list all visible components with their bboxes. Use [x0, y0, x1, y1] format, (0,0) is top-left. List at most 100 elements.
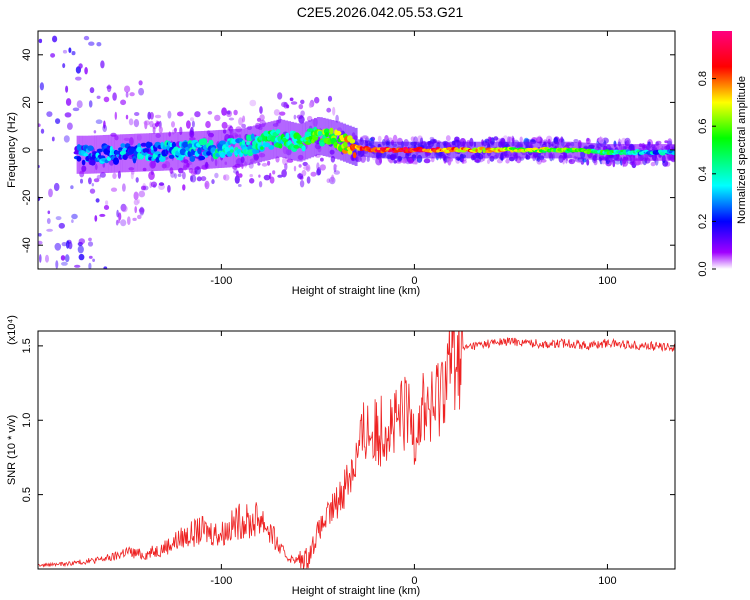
- spectrogram-speckle: [139, 206, 145, 216]
- spectrogram-ridge-cell: [142, 148, 150, 154]
- spectrogram-band: [264, 122, 268, 161]
- spectrogram-speckle: [149, 112, 154, 120]
- spectrogram-speckle: [112, 172, 117, 179]
- spectrogram-speckle: [316, 168, 321, 176]
- spectrogram-speckle: [289, 97, 294, 102]
- spectrogram-speckle: [96, 42, 102, 47]
- spectrogram-speckle: [137, 214, 142, 220]
- spectrogram-speckle: [259, 106, 263, 114]
- spectrogram-speckle: [326, 107, 332, 113]
- spectrogram-ridge-cell: [182, 141, 189, 149]
- spectrogram-speckle: [124, 85, 131, 93]
- spectrogram-speckle: [76, 100, 83, 109]
- spectrogram-speckle: [77, 245, 84, 254]
- spectrogram-speckle: [207, 110, 213, 115]
- spectrogram-speckle: [55, 118, 61, 124]
- spectrogram-speckle: [106, 84, 112, 93]
- spectrogram-ridge-cell: [285, 132, 290, 140]
- colorbar-tick-label: 0.6: [697, 119, 709, 134]
- spectrogram-speckle: [68, 47, 72, 53]
- spectrogram-speckle: [75, 76, 82, 81]
- spectrogram-band: [290, 121, 294, 160]
- spectrogram-speckle: [459, 158, 467, 162]
- spectrogram-speckle: [511, 135, 515, 143]
- spectrogram-ridge-cell: [83, 152, 89, 157]
- spectrogram-speckle: [95, 198, 100, 203]
- spectrogram-speckle: [133, 199, 139, 206]
- spectrogram-speckle: [118, 212, 122, 221]
- spectrogram-speckle: [71, 213, 78, 220]
- spectrogram-speckle: [127, 216, 131, 226]
- spectrogram-speckle: [125, 91, 129, 98]
- spectrogram-speckle: [593, 158, 598, 166]
- spectrogram-ridge-cell: [278, 143, 283, 149]
- spectrogram-ridge-cell: [200, 138, 208, 146]
- spectrogram-speckle: [293, 114, 297, 120]
- spectrogram-ridge-cell: [140, 142, 147, 147]
- spectrogram-band: [250, 126, 254, 165]
- spectrogram-band: [233, 129, 236, 168]
- spectrogram-speckle: [249, 178, 255, 184]
- spectrogram-speckle: [103, 205, 110, 210]
- spectrogram-ridge-cell: [250, 133, 255, 141]
- spectrogram-speckle: [64, 112, 72, 118]
- spectrogram-speckle: [72, 107, 80, 112]
- spectrogram-speckle: [279, 111, 286, 116]
- spectrogram-speckle: [88, 41, 95, 46]
- spectrogram-speckle: [512, 137, 515, 144]
- spectrogram-speckle: [114, 111, 118, 120]
- spectrogram-speckle: [130, 172, 134, 180]
- spectrogram-y-tick-label: 20: [21, 96, 33, 108]
- spectrogram-speckle: [290, 101, 298, 105]
- spectrogram-ridge-cell: [168, 154, 175, 159]
- spectrogram-speckle: [488, 137, 492, 143]
- spectrogram-speckle: [655, 140, 662, 145]
- spectrogram-speckle: [120, 203, 127, 212]
- spectrogram-speckle: [204, 180, 210, 190]
- spectrogram-ridge-cell: [304, 131, 312, 138]
- spectrogram-speckle: [93, 130, 97, 134]
- spectrogram-ridge-cell: [120, 143, 126, 148]
- spectrogram-ridge-cell: [219, 140, 226, 145]
- spectrogram-y-tick-label: -20: [21, 190, 33, 206]
- spectrogram-speckle: [132, 217, 137, 221]
- spectrogram-ridge-cell: [132, 158, 137, 164]
- spectrogram-speckle: [88, 177, 92, 185]
- spectrogram-speckle: [149, 120, 154, 128]
- spectrogram-speckle: [158, 182, 165, 186]
- spectrogram-y-label: Frequency (Hz): [6, 112, 18, 188]
- spectrogram-speckle: [40, 128, 45, 134]
- spectrogram-speckle: [55, 260, 59, 269]
- spectrogram-speckle: [238, 117, 244, 126]
- spectrogram-speckle: [333, 164, 338, 168]
- spectrogram-speckle: [78, 238, 86, 245]
- spectrogram-ridge-cell: [329, 127, 334, 135]
- spectrogram-speckle: [293, 165, 297, 172]
- spectrogram-speckle: [316, 162, 320, 171]
- spectrogram-speckle: [167, 110, 172, 119]
- snr-x-tick-label: 0: [411, 575, 417, 587]
- spectrogram-speckle: [249, 174, 253, 178]
- spectrogram-speckle: [138, 190, 146, 198]
- snr-y-tick-label: 1.5: [21, 338, 33, 353]
- spectrogram-band: [319, 117, 323, 156]
- figure-title: C2E5.2026.042.05.53.G21: [297, 4, 464, 20]
- spectrogram-speckle: [171, 121, 175, 128]
- spectrogram-x-ticks: -100 0 100: [210, 31, 617, 287]
- spectrogram-speckle: [493, 136, 499, 141]
- spectrogram-speckle: [586, 159, 590, 166]
- spectrogram-speckle: [89, 87, 95, 94]
- spectrogram-speckle: [99, 172, 106, 178]
- spectrogram-speckle: [650, 161, 656, 167]
- spectrogram-speckle: [228, 117, 235, 121]
- spectrogram-speckle: [624, 137, 631, 147]
- spectrogram-speckle: [54, 242, 62, 251]
- spectrogram-speckle: [46, 218, 51, 224]
- spectrogram-speckle: [38, 123, 41, 127]
- spectrogram-speckle: [46, 111, 53, 117]
- spectrogram-speckle: [407, 156, 414, 164]
- spectrogram-speckle: [205, 120, 211, 129]
- spectrogram-speckle: [384, 135, 389, 143]
- spectrogram-speckle: [362, 135, 370, 142]
